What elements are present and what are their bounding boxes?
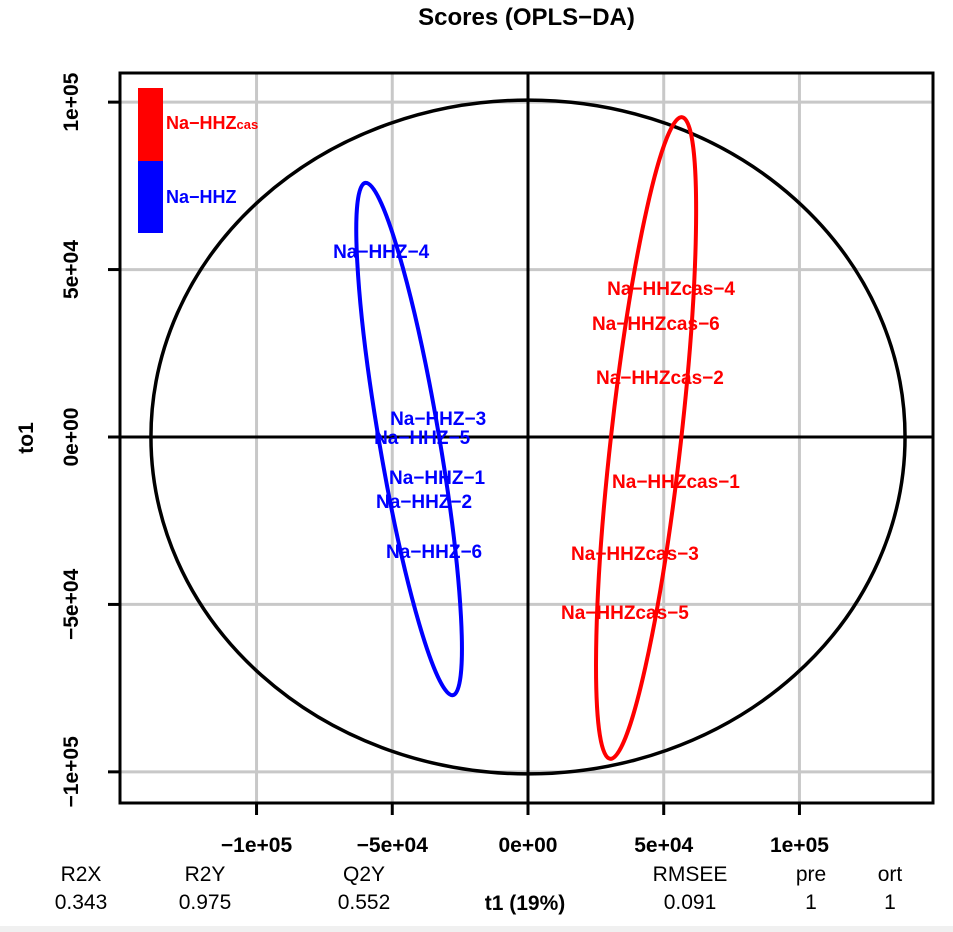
group-ellipse bbox=[594, 115, 699, 761]
sample-label: Na−HHZcas−4 bbox=[607, 279, 735, 300]
legend-swatch-na-hhzcas bbox=[138, 88, 163, 161]
diagnostic-value-r2x: 0.343 bbox=[54, 891, 108, 914]
sample-label: Na−HHZ−5 bbox=[374, 428, 471, 449]
diagnostic-value-pre: 1 bbox=[805, 891, 817, 914]
sample-label: Na−HHZcas−2 bbox=[596, 368, 724, 389]
x-axis-tick-label: 0e+00 bbox=[499, 834, 558, 857]
diagnostic-value-ort: 1 bbox=[884, 891, 896, 914]
legend-label-na-hhz: Na−HHZ bbox=[166, 187, 237, 208]
diagnostic-label-r2y: R2Y bbox=[184, 863, 226, 886]
hotelling-ellipse bbox=[149, 98, 907, 776]
diagnostic-label-r2x: R2X bbox=[60, 863, 102, 886]
x-axis-tick-label: −1e+05 bbox=[221, 834, 293, 857]
y-axis-tick-label: 5e+04 bbox=[60, 240, 83, 299]
x-axis-tick-label: −5e+04 bbox=[357, 834, 429, 857]
bottom-strip bbox=[0, 926, 953, 932]
sample-label: Na−HHZcas−3 bbox=[571, 544, 699, 565]
diagnostic-label-q2y: Q2Y bbox=[342, 863, 386, 886]
legend-label-suffix: cas bbox=[236, 117, 259, 132]
legend-label-na-hhzcas: Na−HHZcas bbox=[166, 113, 258, 134]
sample-label: Na−HHZ−1 bbox=[389, 468, 486, 489]
sample-label: Na−HHZcas−5 bbox=[561, 603, 689, 624]
sample-label: Na−HHZcas−1 bbox=[612, 472, 740, 493]
y-axis-tick-label: 1e+05 bbox=[60, 72, 83, 131]
sample-label: Na−HHZ−2 bbox=[376, 492, 472, 513]
x-axis-tick-label: 5e+04 bbox=[634, 834, 693, 857]
diagnostic-value-rmsee: 0.091 bbox=[663, 891, 717, 914]
y-axis-tick-label: −1e+05 bbox=[60, 736, 83, 808]
x-axis-tick-label: 1e+05 bbox=[770, 834, 829, 857]
diagnostic-label-ort: ort bbox=[877, 863, 903, 886]
y-axis-tick-label: −5e+04 bbox=[60, 568, 83, 640]
diagnostic-label-pre: pre bbox=[795, 863, 827, 886]
diagnostic-label-rmsee: RMSEE bbox=[652, 863, 728, 886]
sample-label: Na−HHZ−6 bbox=[386, 542, 482, 563]
x-axis-title: t1 (19%) bbox=[484, 892, 566, 915]
diagnostic-value-q2y: 0.552 bbox=[337, 891, 391, 914]
legend-swatch-na-hhz bbox=[138, 161, 163, 233]
sample-label: Na−HHZ−4 bbox=[333, 242, 430, 263]
legend-label-base: Na−HHZ bbox=[166, 113, 237, 133]
plot-border bbox=[118, 71, 935, 805]
diagnostic-value-r2y: 0.975 bbox=[178, 891, 232, 914]
legend-label-base: Na−HHZ bbox=[166, 187, 237, 207]
sample-label: Na−HHZ−3 bbox=[390, 409, 486, 430]
group-ellipse bbox=[354, 180, 464, 698]
chart-title: Scores (OPLS−DA) bbox=[418, 4, 635, 31]
sample-label: Na−HHZcas−6 bbox=[592, 314, 720, 335]
y-axis-tick-label: 0e+00 bbox=[60, 408, 83, 467]
